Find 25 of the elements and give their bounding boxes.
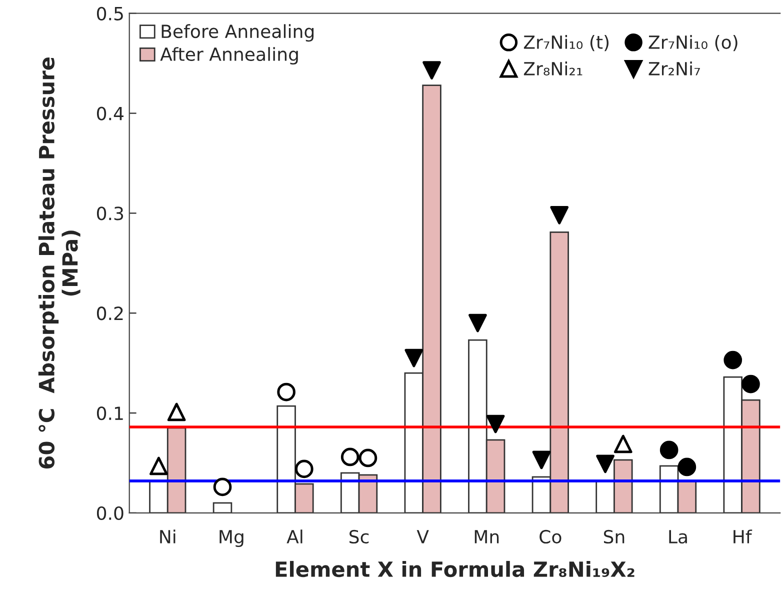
x-tick-label: Mg — [220, 530, 244, 548]
y-tick-label: 0.1 — [96, 406, 123, 420]
y-axis-title: 60 °C Absorption Plateau Pressure (MPa) — [38, 57, 80, 468]
y-tick-label: 0.4 — [96, 106, 124, 120]
x-tick-label: Al — [286, 530, 302, 544]
bar — [212, 502, 232, 513]
x-tick-label: Sn — [604, 530, 624, 544]
x-tick-label: V — [416, 530, 429, 544]
x-tick-label: Mn — [474, 530, 499, 544]
y-tick-label: 0.5 — [96, 6, 123, 20]
legend-label: After Annealing — [160, 47, 298, 65]
x-tick-label: Hf — [734, 530, 752, 544]
x-tick-label: Sc — [350, 530, 369, 544]
legend-label: Zr₇Ni₁₀ (t) — [524, 35, 609, 52]
x-tick-label: Co — [540, 530, 562, 544]
y-tick-label: 0.0 — [96, 506, 124, 520]
legend-label: Zr₂Ni₇ — [648, 62, 700, 76]
y-tick-label: 0.2 — [96, 306, 123, 320]
legend-label: Before Annealing — [162, 24, 314, 42]
x-tick-label: Ni — [160, 530, 176, 544]
x-tick-label: La — [669, 530, 687, 544]
legend-label: Zr₈Ni₂₁ — [524, 62, 582, 76]
legend-label: Zr₇Ni₁₀ (o) — [648, 35, 738, 52]
x-axis-title: Element X in Formula Zr₈Ni₁₉X₂ — [276, 560, 634, 578]
y-tick-label: 0.3 — [96, 206, 124, 220]
